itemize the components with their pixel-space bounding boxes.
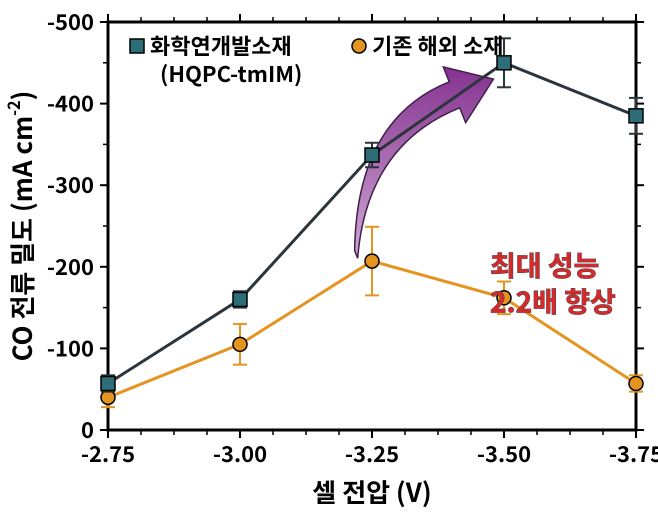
x-tick-label: -3.75 <box>609 437 658 469</box>
legend-marker-square <box>130 39 144 53</box>
y-tick-label: 0 <box>81 413 94 445</box>
x-tick-label: -3.00 <box>213 437 267 469</box>
data-marker-circle <box>629 376 643 390</box>
y-tick-label: -400 <box>47 87 94 119</box>
data-marker-circle <box>365 254 379 268</box>
legend-marker-circle <box>352 39 366 53</box>
data-marker-square <box>101 376 115 390</box>
data-marker-square <box>365 148 379 162</box>
legend-sublabel: (HQPC-tmIM) <box>160 57 302 89</box>
legend-label: 기존 해외 소재 <box>372 29 503 61</box>
chart: -2.75-3.00-3.25-3.50-3.75셀 전압 (V)0-100-2… <box>0 0 658 512</box>
data-marker-circle <box>233 337 247 351</box>
x-tick-label: -3.25 <box>345 437 399 469</box>
annotation-text: 최대 성능 <box>490 245 599 285</box>
x-axis-label: 셀 전압 (V) <box>312 473 431 510</box>
y-tick-label: -300 <box>47 168 94 200</box>
data-marker-square <box>233 292 247 306</box>
y-tick-label: -200 <box>47 250 94 282</box>
data-marker-square <box>629 109 643 123</box>
y-tick-label: -100 <box>47 331 94 363</box>
y-axis-label: CO 전류 밀도 (mA cm-2) <box>1 91 40 362</box>
annotation-text: 2.2배 향상 <box>490 281 616 321</box>
y-tick-label: -500 <box>47 5 94 37</box>
x-tick-label: -3.50 <box>477 437 531 469</box>
